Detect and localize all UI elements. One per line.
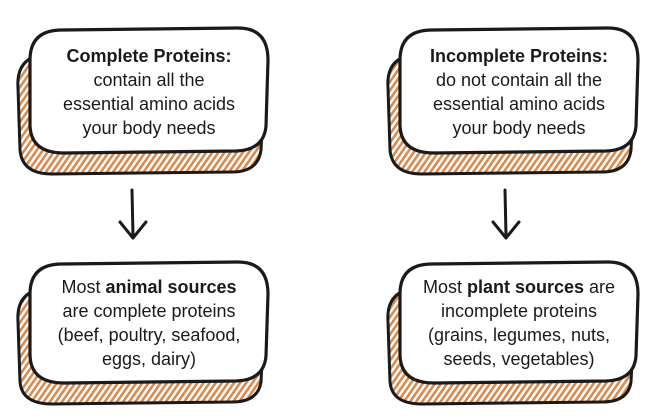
left-top-box-shape: [16, 26, 270, 176]
right-down-arrow: [491, 188, 521, 240]
right-bottom-line-1-prefix: Most: [422, 277, 467, 297]
left-top-line-2: essential amino acids: [62, 94, 236, 114]
left-bottom-line-3: (beef, poultry, seafood,: [57, 325, 241, 345]
left-top-line-3: your body needs: [82, 118, 216, 138]
right-top-line-1: do not contain all the: [435, 70, 603, 90]
right-bottom-line-4: seeds, vegetables): [443, 349, 595, 369]
right-top-line-2: essential amino acids: [432, 94, 606, 114]
right-bottom-box-shape: [386, 260, 640, 406]
right-top-box-text: Incomplete Proteins: do not contain all …: [402, 34, 636, 150]
left-bottom-line-1: Most animal sources: [61, 275, 236, 299]
right-bottom-line-3: (grains, legumes, nuts,: [427, 325, 611, 345]
incomplete-proteins-title: Incomplete Proteins:: [429, 46, 609, 66]
animal-sources-emphasis: animal sources: [105, 277, 237, 297]
left-top-line-1: contain all the: [93, 70, 205, 90]
plant-sources-emphasis: plant sources: [466, 277, 585, 297]
right-top-line-3: your body needs: [452, 118, 586, 138]
right-bottom-line-1-suffix: are: [584, 277, 616, 297]
right-bottom-box-outline: [398, 260, 640, 385]
right-bottom-box-text: Most plant sources are incomplete protei…: [402, 266, 636, 380]
left-top-box-outline: [28, 26, 270, 155]
left-bottom-box-outline: [28, 260, 270, 385]
left-bottom-line-2: are complete proteins: [62, 301, 236, 321]
complete-proteins-title: Complete Proteins:: [66, 46, 232, 66]
left-down-arrow: [118, 188, 148, 240]
right-top-box-shape: [386, 26, 640, 176]
right-top-box-outline: [398, 26, 640, 155]
left-bottom-box-text: Most animal sources are complete protein…: [32, 266, 266, 380]
left-bottom-box-shape: [16, 260, 270, 406]
left-bottom-line-1-prefix: Most: [61, 277, 106, 297]
right-bottom-line-1: Most plant sources are: [423, 275, 615, 299]
right-bottom-line-2: incomplete proteins: [440, 301, 598, 321]
left-top-box-text: Complete Proteins: contain all the essen…: [32, 34, 266, 150]
left-bottom-line-4: eggs, dairy): [101, 349, 197, 369]
